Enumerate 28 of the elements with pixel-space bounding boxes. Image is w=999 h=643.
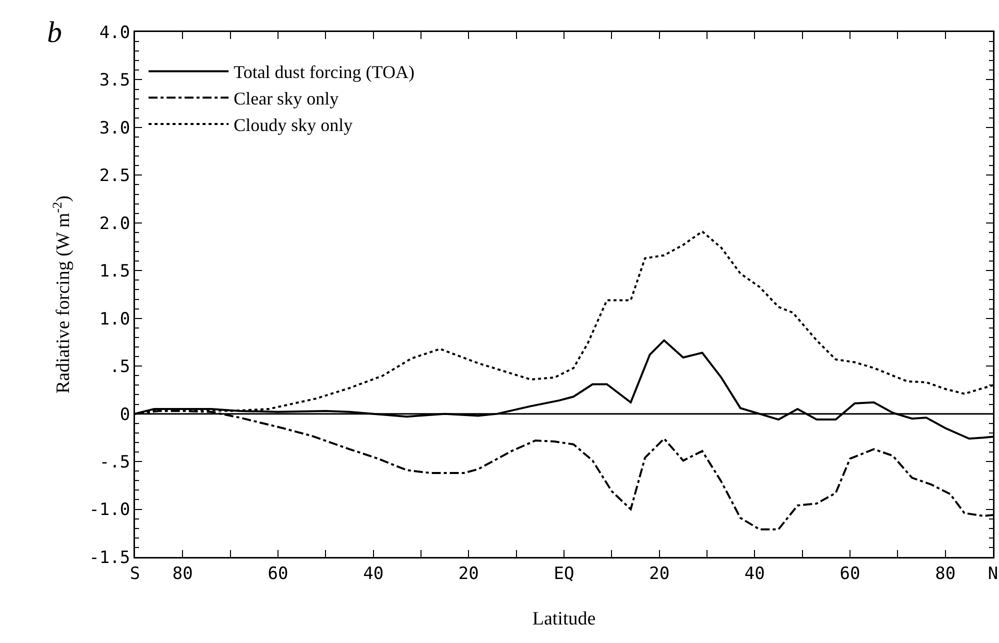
y-tick-label: 4.0 xyxy=(99,22,130,43)
x-axis-title: Latitude xyxy=(532,608,596,630)
x-tick-label: 80 xyxy=(935,564,956,584)
y-tick-label: 1.5 xyxy=(99,262,130,282)
y-tick-label: -.5 xyxy=(99,452,130,472)
text: b xyxy=(47,16,62,49)
y-tick-label: -1.0 xyxy=(89,500,130,520)
y-tick-label: 0 xyxy=(120,404,130,425)
legend-label: Cloudy sky only xyxy=(234,115,353,136)
y-tick-label: 3.0 xyxy=(99,118,130,138)
x-tick-label: 40 xyxy=(744,564,765,584)
x-tick-label: 60 xyxy=(268,564,288,584)
x-tick-label: S xyxy=(130,564,140,584)
y-tick-label: 2.5 xyxy=(99,166,130,186)
legend-label: Clear sky only xyxy=(234,88,339,109)
y-tick-label: 3.5 xyxy=(99,70,130,91)
x-tick-label: 80 xyxy=(172,564,193,584)
x-tick-label: 60 xyxy=(840,564,860,584)
y-tick-label: -1.5 xyxy=(89,548,130,568)
x-tick-label: 20 xyxy=(458,564,479,584)
x-tick-label: N xyxy=(988,564,998,584)
y-tick-label: .5 xyxy=(110,357,130,378)
legend-label: Total dust forcing (TOA) xyxy=(234,62,414,82)
y-tick-label: 1.0 xyxy=(99,309,130,330)
x-tick-label: EQ xyxy=(554,564,574,584)
y-tick-label: 2.0 xyxy=(99,214,130,234)
x-tick-label: 40 xyxy=(363,564,384,584)
x-tick-label: 20 xyxy=(649,564,670,584)
